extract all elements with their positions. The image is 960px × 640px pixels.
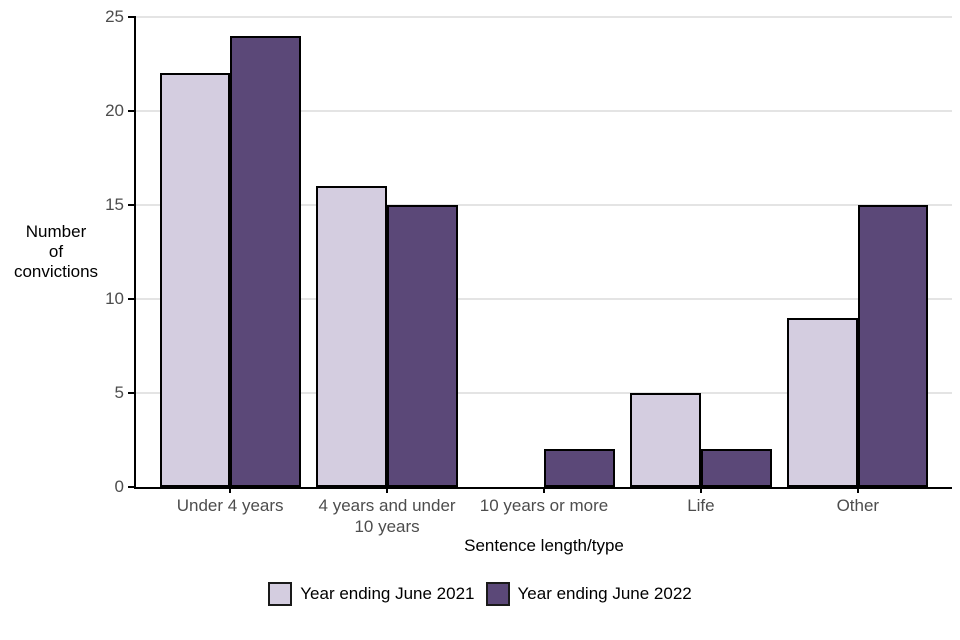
y-tick bbox=[128, 486, 134, 488]
y-axis-title: Number of convictions bbox=[13, 222, 99, 281]
x-tick-label: 4 years and under 10 years bbox=[318, 496, 456, 536]
x-axis-title: Sentence length/type bbox=[464, 536, 624, 555]
bar bbox=[387, 205, 458, 487]
y-tick bbox=[128, 298, 134, 300]
x-tick-label: 10 years or more bbox=[479, 496, 609, 515]
y-tick-label: 20 bbox=[105, 101, 124, 120]
gridline bbox=[136, 110, 952, 112]
bar bbox=[700, 449, 772, 487]
x-axis-line bbox=[134, 487, 952, 489]
legend-label: Year ending June 2021 bbox=[300, 584, 475, 603]
y-axis-line bbox=[134, 16, 136, 489]
y-tick-label: 25 bbox=[105, 7, 124, 26]
x-tick bbox=[229, 487, 232, 493]
y-tick bbox=[128, 110, 134, 112]
gridline bbox=[136, 204, 952, 206]
x-tick-label: Under 4 years bbox=[176, 496, 284, 515]
bar bbox=[787, 317, 858, 487]
y-tick-label: 15 bbox=[105, 195, 124, 214]
x-tick bbox=[386, 487, 389, 493]
y-tick-label: 5 bbox=[114, 383, 124, 402]
gridline bbox=[136, 16, 952, 18]
bar bbox=[159, 73, 231, 487]
x-tick bbox=[699, 487, 702, 493]
legend-item: Year ending June 2021 bbox=[268, 582, 475, 606]
y-tick bbox=[128, 16, 134, 18]
gridline bbox=[136, 392, 952, 394]
bar bbox=[316, 186, 388, 487]
y-tick bbox=[128, 392, 134, 394]
y-tick-label: 10 bbox=[105, 289, 124, 308]
y-tick-label: 0 bbox=[114, 477, 124, 496]
bar bbox=[630, 393, 701, 487]
bar bbox=[230, 35, 301, 487]
bar bbox=[857, 205, 929, 487]
legend-item: Year ending June 2022 bbox=[485, 582, 692, 606]
x-tick-label: Other bbox=[836, 496, 880, 515]
legend-swatch bbox=[268, 582, 293, 606]
gridline bbox=[136, 298, 952, 300]
legend-swatch bbox=[485, 582, 510, 606]
y-tick bbox=[128, 204, 134, 206]
x-tick-label: Life bbox=[687, 496, 715, 515]
bar bbox=[544, 449, 615, 487]
legend: Year ending June 2021 Year ending June 20… bbox=[0, 582, 960, 606]
legend-label: Year ending June 2022 bbox=[517, 584, 692, 603]
x-tick bbox=[543, 487, 545, 493]
x-tick bbox=[856, 487, 859, 493]
